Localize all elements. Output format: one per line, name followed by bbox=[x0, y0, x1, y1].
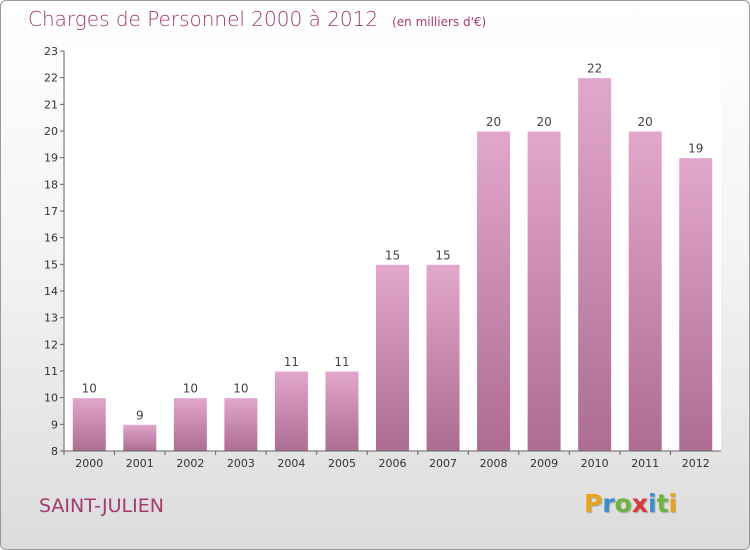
bar bbox=[425, 263, 461, 452]
bar bbox=[526, 130, 562, 452]
y-tick-label: 19 bbox=[44, 152, 58, 165]
y-tick-label: 13 bbox=[44, 312, 58, 325]
x-tick-label: 2011 bbox=[631, 457, 659, 470]
bar bbox=[375, 263, 410, 452]
x-tick-label: 2000 bbox=[75, 457, 103, 470]
x-tick-label: 2008 bbox=[480, 457, 508, 470]
unit-note: (en milliers d'€) bbox=[392, 15, 487, 29]
data-label: 10 bbox=[233, 382, 248, 396]
bar bbox=[273, 370, 309, 452]
data-label: 10 bbox=[183, 382, 198, 396]
logo-letter: t bbox=[656, 489, 669, 518]
bar bbox=[627, 130, 663, 452]
logo-letter: P bbox=[584, 489, 603, 518]
x-tick-label: 2005 bbox=[328, 457, 356, 470]
data-label: 22 bbox=[587, 62, 602, 76]
logo-letter: x bbox=[631, 489, 648, 518]
x-tick-label: 2004 bbox=[277, 457, 305, 470]
logo-letter: r bbox=[602, 489, 615, 518]
x-tick-label: 2001 bbox=[126, 457, 154, 470]
data-label: 9 bbox=[136, 408, 144, 422]
bar bbox=[122, 423, 158, 452]
bar bbox=[678, 157, 714, 452]
data-label: 15 bbox=[435, 248, 450, 262]
bar bbox=[324, 370, 360, 452]
data-label: 11 bbox=[284, 355, 299, 369]
y-tick-label: 20 bbox=[44, 125, 58, 138]
y-tick-label: 22 bbox=[44, 72, 58, 85]
x-tick-label: 2009 bbox=[530, 457, 558, 470]
y-tick-label: 10 bbox=[44, 392, 58, 405]
x-tick-label: 2002 bbox=[176, 457, 204, 470]
x-tick-label: 2010 bbox=[581, 457, 609, 470]
logo-letter: i bbox=[668, 489, 678, 518]
data-label: 10 bbox=[82, 382, 97, 396]
bar bbox=[223, 397, 259, 452]
y-tick-label: 18 bbox=[44, 178, 58, 191]
logo-letter: o bbox=[614, 489, 632, 518]
data-label: 11 bbox=[334, 355, 349, 369]
y-tick-label: 8 bbox=[51, 445, 58, 458]
y-tick-label: 12 bbox=[44, 338, 58, 351]
chart-title: Charges de Personnel 2000 à 2012 bbox=[28, 7, 379, 31]
x-tick-label: 2003 bbox=[227, 457, 255, 470]
y-tick-label: 17 bbox=[44, 205, 58, 218]
y-tick-label: 23 bbox=[44, 45, 58, 58]
proxiti-logo: Proxiti bbox=[584, 489, 677, 518]
y-tick-label: 15 bbox=[44, 258, 58, 271]
commune-name: SAINT-JULIEN bbox=[39, 495, 164, 517]
data-label: 20 bbox=[638, 115, 653, 129]
y-tick-label: 21 bbox=[44, 98, 58, 111]
data-label: 19 bbox=[688, 142, 703, 156]
x-tick-label: 2007 bbox=[429, 457, 457, 470]
y-tick-label: 14 bbox=[44, 285, 58, 298]
bar bbox=[577, 77, 613, 452]
bar bbox=[172, 397, 208, 452]
x-tick-label: 2006 bbox=[379, 457, 407, 470]
y-tick-label: 16 bbox=[44, 232, 58, 245]
data-label: 20 bbox=[536, 115, 551, 129]
bar bbox=[71, 397, 107, 452]
y-tick-label: 9 bbox=[51, 418, 58, 431]
chart-title-block: Charges de Personnel 2000 à 2012 (en mill… bbox=[28, 7, 486, 31]
data-label: 20 bbox=[486, 115, 501, 129]
data-label: 15 bbox=[385, 248, 400, 262]
bar bbox=[476, 130, 512, 452]
x-tick-label: 2012 bbox=[682, 457, 710, 470]
y-tick-label: 11 bbox=[44, 365, 58, 378]
logo-letter: i bbox=[648, 489, 657, 518]
